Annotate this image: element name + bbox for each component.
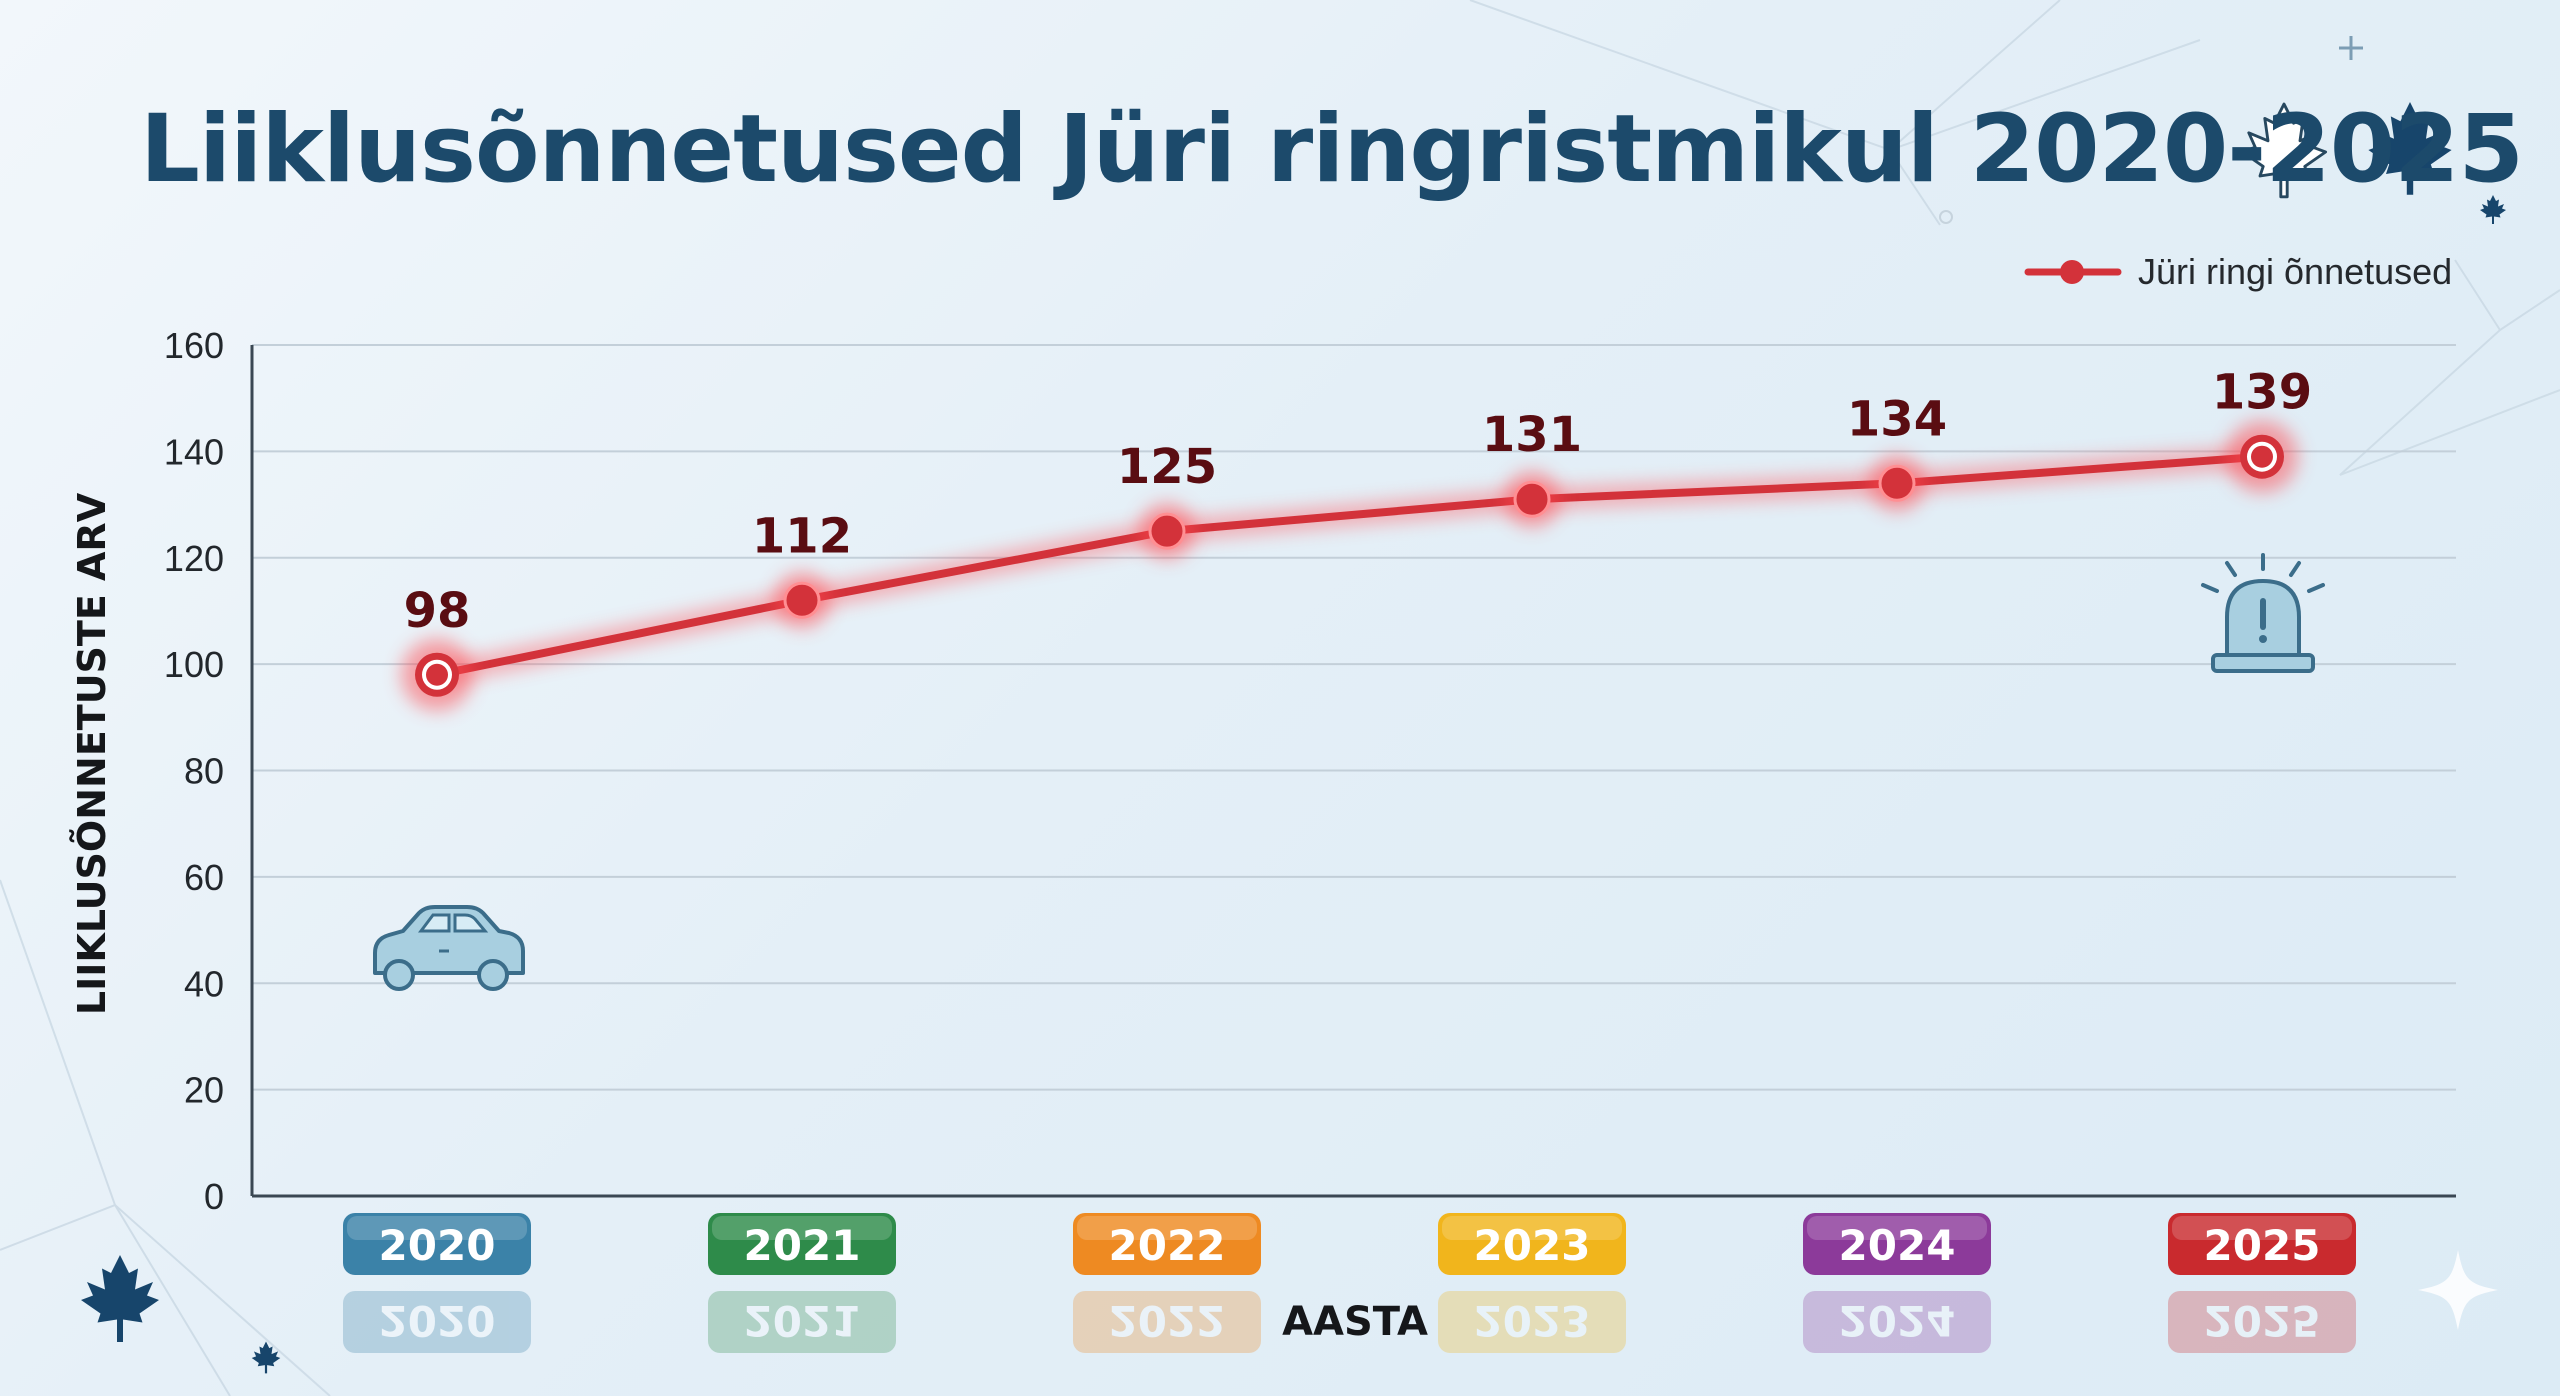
year-badge-2022: 2022 2022 [1073,1213,1261,1353]
year-badge-shine [1077,1216,1257,1240]
y-tick-label: 160 [164,325,224,366]
data-point [1148,512,1186,550]
year-badge-shine [1807,1216,1987,1240]
year-badge-background [1438,1213,1626,1275]
legend-marker [2060,260,2084,284]
siren-icon [2201,553,2325,673]
maple-leaf-outline-icon [2240,102,2328,199]
y-tick-label: 120 [164,538,224,579]
data-point-core [426,663,448,686]
year-badge-2020: 2020 2020 [343,1213,531,1353]
data-point [1513,480,1551,518]
year-badge-background [2168,1213,2356,1275]
year-badge-reflection-background [1803,1291,1991,1353]
data-label: 98 [404,583,471,639]
car-icon [373,905,525,991]
y-tick-label: 0 [204,1176,224,1217]
x-tick-labels: 2020202020212021202220222023202320242024… [343,1213,2356,1353]
data-points [401,420,2298,711]
year-badge-reflection-background [708,1291,896,1353]
y-tick-label: 140 [164,431,224,472]
x-tick-label: 2022 [1109,1221,1226,1270]
year-badge-reflection: 2023 [1438,1291,1626,1353]
series-line [433,445,2266,686]
x-tick-label: 2024 [1839,1221,1956,1270]
year-badge-reflection: 2024 [1803,1291,1991,1353]
year-badge-reflection-background [1073,1291,1261,1353]
y-tick-label: 100 [164,644,224,685]
data-label: 112 [752,508,852,564]
year-badge-2024: 2024 2024 [1803,1213,1991,1353]
grid-lines [252,344,2456,1091]
year-badge-reflection: 2025 [2168,1291,2356,1353]
y-tick-label: 80 [184,751,224,792]
data-point-core [2251,445,2273,468]
year-badge-background [708,1213,896,1275]
year-badge-reflection: 2020 [343,1291,531,1353]
year-badge-background [343,1213,531,1275]
year-badge-background [1073,1213,1261,1275]
year-badge-reflection-background [343,1291,531,1353]
data-label: 131 [1482,407,1582,463]
data-point [1878,464,1916,502]
sparkle-icon [2418,1250,2498,1330]
chart-icons [373,553,2325,991]
year-badge-reflection-label: 2023 [1474,1296,1591,1345]
legend-label: Jüri ringi õnnetused [2138,251,2452,292]
data-label: 134 [1847,391,1947,447]
year-badge-shine [1442,1216,1622,1240]
x-tick-label: 2020 [379,1221,496,1270]
chart-title: Liiklusõnnetused Jüri ringristmikul 2020… [140,95,2524,204]
y-tick-labels: 0 20 40 60 80 100 120 140 160 [164,325,224,1217]
y-tick-label: 20 [184,1070,224,1111]
x-tick-label: 2023 [1474,1221,1591,1270]
year-badge-background [1803,1213,1991,1275]
year-badge-2023: 2023 2023 [1438,1213,1626,1353]
series-line-path [433,452,2266,679]
x-tick-label: 2025 [2204,1221,2321,1270]
data-point [783,581,821,619]
series-line-glow [434,445,2263,686]
data-labels: 98 112 125 131 134 139 [404,365,2313,639]
year-badge-shine [347,1216,527,1240]
x-tick-label: 2021 [744,1221,861,1270]
y-tick-label: 40 [184,963,224,1004]
y-tick-label: 60 [184,857,224,898]
data-label: 139 [2212,365,2312,421]
legend: Jüri ringi õnnetused [2024,251,2452,292]
year-badge-2025: 2025 2025 [2168,1213,2356,1353]
year-badge-reflection-background [1438,1291,1626,1353]
year-badge-reflection-label: 2024 [1839,1296,1956,1345]
data-label: 125 [1117,439,1217,495]
axes [250,345,2456,1198]
maple-leaf-icon [2368,102,2452,195]
year-badge-reflection: 2021 [708,1291,896,1353]
year-badge-reflection-background [2168,1291,2356,1353]
year-badge-reflection-label: 2021 [744,1296,861,1345]
year-badge-reflection-label: 2020 [379,1296,496,1345]
year-badge-reflection-label: 2025 [2204,1296,2321,1345]
year-badge-2021: 2021 2021 [708,1213,896,1353]
year-badge-reflection: 2022 [1073,1291,1261,1353]
x-axis-label: AASTA [1282,1299,1428,1345]
year-badge-shine [2172,1216,2352,1240]
year-badge-reflection-label: 2022 [1109,1296,1226,1345]
year-badge-shine [712,1216,892,1240]
